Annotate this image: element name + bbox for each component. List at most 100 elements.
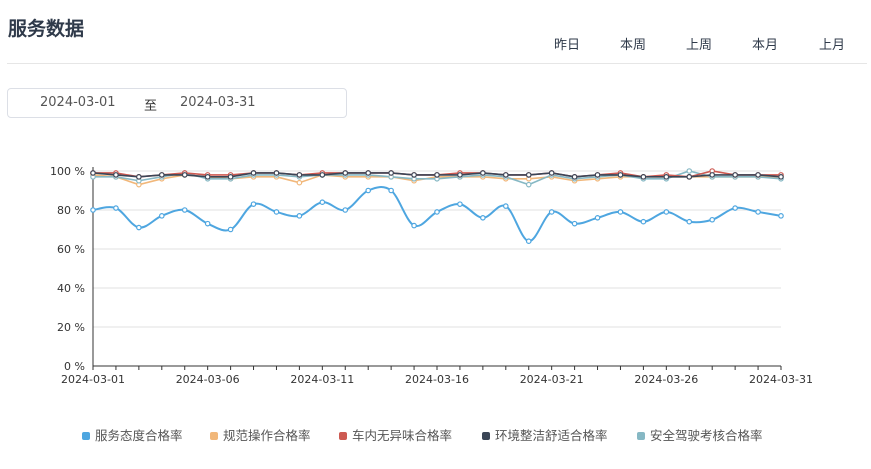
- series-point-3: [663, 174, 670, 180]
- series-point-3: [502, 172, 509, 178]
- series-point-0: [709, 216, 716, 223]
- series-point-0: [204, 220, 211, 227]
- x-tick-label: 2024-03-21: [520, 373, 584, 386]
- series-point-1: [296, 179, 303, 186]
- series-point-0: [181, 207, 188, 213]
- series-point-0: [457, 201, 463, 207]
- series-point-3: [90, 170, 96, 176]
- legend-swatch-clean-comfort: [482, 431, 490, 440]
- series-point-0: [434, 209, 440, 215]
- y-tick-label: 40 %: [57, 282, 85, 295]
- series-point-0: [90, 207, 96, 213]
- legend-label: 车内无异味合格率: [352, 428, 453, 443]
- series-point-3: [571, 174, 578, 180]
- legend-label: 服务态度合格率: [95, 428, 183, 443]
- series-point-3: [113, 172, 119, 178]
- series-point-0: [480, 215, 486, 221]
- legend-item-service-attitude[interactable]: 服务态度合格率: [82, 425, 183, 444]
- series-point-3: [640, 174, 647, 180]
- legend-item-clean-comfort[interactable]: 环境整洁舒适合格率: [482, 425, 608, 444]
- series-point-0: [502, 203, 509, 209]
- series-point-0: [617, 209, 624, 215]
- series-point-4: [525, 181, 532, 188]
- date-end-input[interactable]: 2024-03-31: [180, 95, 256, 110]
- tab-last-week[interactable]: 上周: [686, 38, 713, 53]
- series-point-3: [457, 172, 463, 178]
- legend-item-safe-driving[interactable]: 安全驾驶考核合格率: [637, 425, 763, 444]
- series-point-4: [686, 168, 693, 174]
- y-tick-label: 20 %: [57, 321, 85, 334]
- series-point-0: [778, 213, 784, 219]
- series-point-0: [342, 207, 349, 213]
- x-tick-label: 2024-03-31: [749, 373, 813, 386]
- series-point-0: [113, 205, 119, 211]
- y-tick-label: 60 %: [57, 243, 85, 256]
- series-point-3: [181, 172, 188, 178]
- tab-this-month[interactable]: 本月: [752, 38, 779, 53]
- y-tick-label: 100 %: [50, 165, 85, 178]
- series-point-3: [548, 170, 555, 176]
- date-start-input[interactable]: 2024-03-01: [40, 95, 116, 110]
- y-tick-label: 0 %: [64, 360, 85, 373]
- series-point-3: [617, 172, 624, 178]
- period-tabs: 昨日 本周 上周 本月 上月: [0, 34, 871, 54]
- date-range-separator: 至: [144, 99, 158, 114]
- tab-this-week[interactable]: 本周: [620, 38, 647, 53]
- series-point-3: [159, 172, 165, 178]
- series-point-0: [273, 209, 280, 215]
- page-title: 服务数据: [8, 18, 85, 40]
- series-point-0: [732, 205, 738, 211]
- legend-swatch-standard-operation: [210, 431, 218, 440]
- x-tick-label: 2024-03-01: [61, 373, 125, 386]
- series-point-3: [273, 170, 280, 176]
- x-tick-label: 2024-03-06: [176, 373, 240, 386]
- series-point-3: [686, 174, 693, 180]
- series-point-3: [319, 172, 326, 178]
- series-point-0: [159, 213, 165, 219]
- legend-label: 规范操作合格率: [223, 428, 311, 443]
- y-tick-label: 80 %: [57, 204, 85, 217]
- legend-swatch-service-attitude: [82, 431, 90, 440]
- legend-swatch-no-odor: [339, 431, 347, 440]
- series-point-0: [388, 187, 394, 194]
- series-point-3: [342, 170, 349, 176]
- series-point-0: [411, 222, 417, 229]
- legend-item-no-odor[interactable]: 车内无异味合格率: [339, 425, 452, 444]
- date-range-picker[interactable]: 2024-03-01 至 2024-03-31: [7, 88, 347, 118]
- series-point-3: [778, 174, 784, 180]
- series-point-3: [204, 174, 211, 180]
- series-point-3: [434, 172, 440, 178]
- series-point-3: [136, 174, 142, 180]
- series-point-3: [388, 170, 394, 176]
- series-point-0: [640, 218, 647, 225]
- header-divider: [7, 63, 867, 64]
- series-point-0: [136, 224, 142, 231]
- series-point-3: [732, 172, 738, 178]
- series-point-3: [365, 170, 372, 176]
- series-point-0: [525, 238, 532, 245]
- legend-label: 安全驾驶考核合格率: [650, 428, 763, 443]
- legend-swatch-safe-driving: [637, 431, 645, 440]
- legend-label: 环境整洁舒适合格率: [495, 428, 608, 443]
- series-point-3: [296, 172, 303, 178]
- series-point-3: [480, 170, 486, 176]
- series-point-0: [227, 226, 234, 233]
- series-point-3: [525, 172, 532, 178]
- series-point-0: [548, 209, 555, 215]
- series-point-0: [296, 213, 303, 219]
- series-point-0: [250, 201, 257, 207]
- chart-legend: 服务态度合格率 规范操作合格率 车内无异味合格率 环境整洁舒适合格率 安全驾驶考…: [0, 425, 871, 445]
- series-point-3: [709, 172, 716, 178]
- series-point-0: [663, 209, 670, 215]
- series-point-0: [686, 218, 693, 225]
- tab-last-month[interactable]: 上月: [819, 38, 846, 53]
- series-point-3: [227, 174, 234, 180]
- series-point-3: [594, 172, 601, 178]
- tab-yesterday[interactable]: 昨日: [554, 38, 581, 53]
- series-point-0: [755, 209, 761, 215]
- series-point-3: [250, 170, 257, 176]
- legend-item-standard-operation[interactable]: 规范操作合格率: [210, 425, 311, 444]
- series-point-0: [319, 199, 326, 206]
- x-tick-label: 2024-03-11: [290, 373, 354, 386]
